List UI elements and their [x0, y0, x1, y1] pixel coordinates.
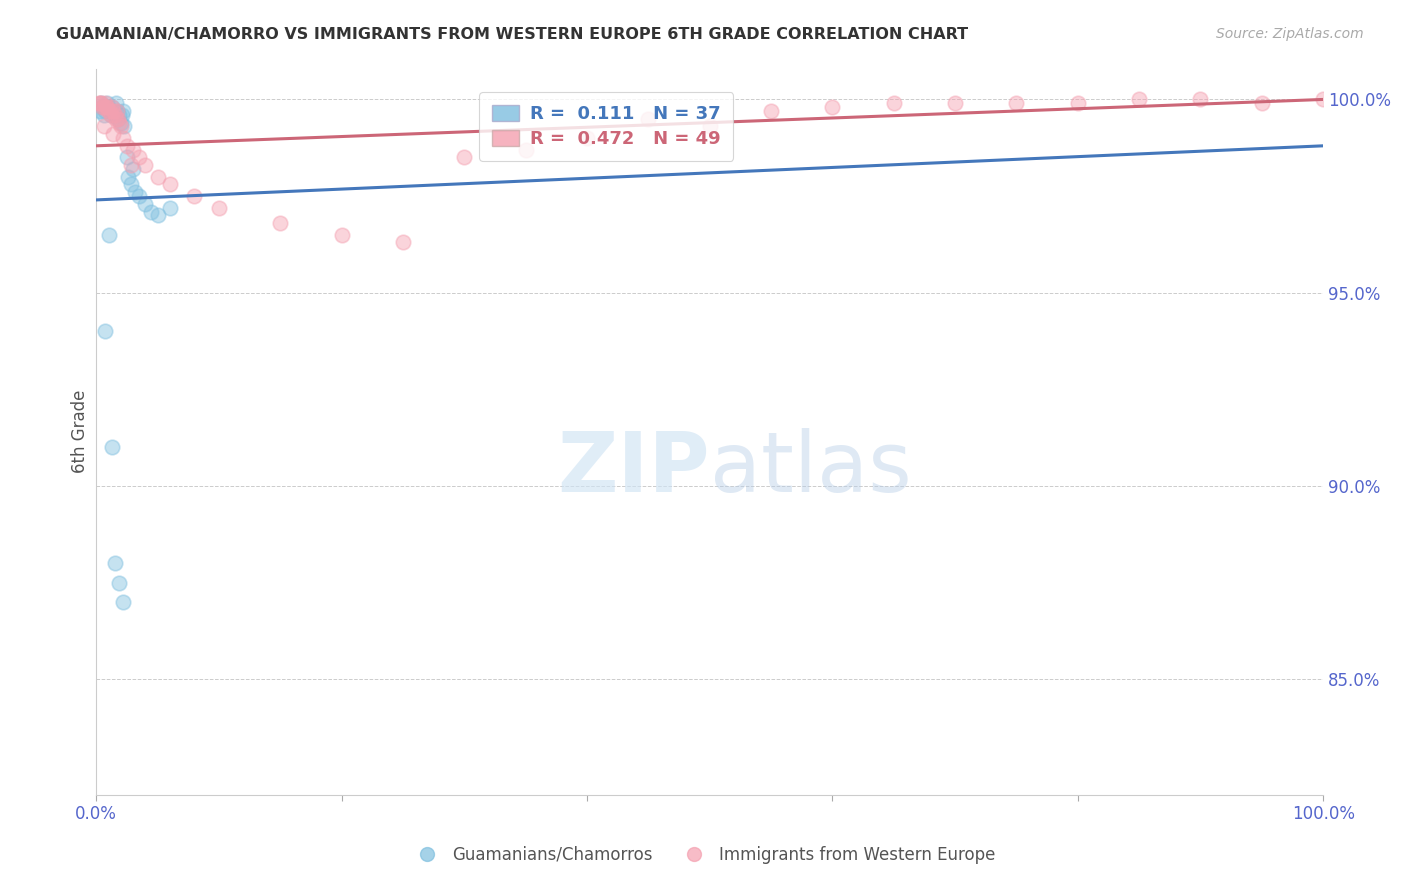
Point — [93, 100, 115, 114]
Point — [111, 595, 134, 609]
Point — [108, 108, 131, 122]
Point — [330, 227, 353, 242]
Point — [183, 189, 205, 203]
Point — [112, 103, 135, 118]
Point — [1250, 96, 1272, 111]
Y-axis label: 6th Grade: 6th Grade — [72, 390, 89, 474]
Point — [759, 103, 782, 118]
Point — [1005, 96, 1028, 111]
Point — [96, 96, 118, 111]
Point — [146, 169, 169, 184]
Point — [122, 143, 145, 157]
Point — [699, 120, 721, 134]
Point — [94, 96, 117, 111]
Point — [108, 115, 131, 129]
Legend: R =  0.111   N = 37, R =  0.472   N = 49: R = 0.111 N = 37, R = 0.472 N = 49 — [479, 92, 734, 161]
Point — [159, 201, 181, 215]
Point — [575, 131, 598, 145]
Point — [115, 150, 138, 164]
Point — [89, 96, 111, 111]
Point — [134, 158, 156, 172]
Point — [94, 100, 117, 114]
Point — [107, 112, 129, 126]
Point — [96, 100, 118, 114]
Point — [97, 100, 120, 114]
Point — [1128, 92, 1150, 106]
Point — [93, 108, 115, 122]
Point — [89, 103, 111, 118]
Point — [146, 208, 169, 222]
Point — [105, 103, 128, 118]
Point — [90, 96, 112, 111]
Point — [104, 96, 127, 111]
Point — [108, 575, 131, 590]
Point — [100, 108, 122, 122]
Point — [1189, 92, 1212, 106]
Point — [98, 103, 121, 118]
Point — [105, 103, 128, 118]
Text: Source: ZipAtlas.com: Source: ZipAtlas.com — [1216, 27, 1364, 41]
Text: GUAMANIAN/CHAMORRO VS IMMIGRANTS FROM WESTERN EUROPE 6TH GRADE CORRELATION CHART: GUAMANIAN/CHAMORRO VS IMMIGRANTS FROM WE… — [56, 27, 969, 42]
Point — [159, 178, 181, 192]
Point — [117, 169, 139, 184]
Point — [98, 103, 121, 118]
Point — [128, 189, 150, 203]
Point — [111, 108, 134, 122]
Point — [392, 235, 415, 250]
Point — [134, 196, 156, 211]
Point — [269, 216, 291, 230]
Point — [104, 556, 127, 570]
Point — [128, 150, 150, 164]
Point — [103, 103, 125, 118]
Point — [103, 108, 125, 122]
Legend: Guamanians/Chamorros, Immigrants from Western Europe: Guamanians/Chamorros, Immigrants from We… — [404, 839, 1002, 871]
Point — [101, 127, 124, 141]
Point — [103, 103, 125, 118]
Point — [91, 100, 114, 114]
Point — [453, 150, 475, 164]
Point — [112, 120, 135, 134]
Point — [90, 96, 112, 111]
Point — [101, 100, 124, 114]
Point — [94, 324, 117, 338]
Point — [107, 112, 129, 126]
Point — [124, 185, 146, 199]
Point — [883, 96, 905, 111]
Point — [87, 96, 110, 111]
Point — [100, 108, 122, 122]
Point — [115, 138, 138, 153]
Point — [91, 100, 114, 114]
Point — [1312, 92, 1334, 106]
Point — [103, 108, 125, 122]
Point — [101, 100, 124, 114]
Point — [515, 143, 537, 157]
Point — [94, 103, 117, 118]
Point — [97, 103, 120, 118]
Point — [112, 131, 135, 145]
Point — [110, 115, 132, 129]
Text: ZIP: ZIP — [557, 427, 710, 508]
Point — [120, 158, 142, 172]
Point — [98, 227, 121, 242]
Point — [141, 204, 163, 219]
Point — [943, 96, 966, 111]
Point — [94, 100, 117, 114]
Point — [122, 161, 145, 176]
Point — [93, 120, 115, 134]
Point — [1067, 96, 1090, 111]
Point — [120, 178, 142, 192]
Point — [821, 100, 844, 114]
Point — [637, 112, 659, 126]
Point — [110, 120, 132, 134]
Point — [208, 201, 231, 215]
Text: atlas: atlas — [710, 427, 911, 508]
Point — [100, 440, 122, 454]
Point — [104, 112, 127, 126]
